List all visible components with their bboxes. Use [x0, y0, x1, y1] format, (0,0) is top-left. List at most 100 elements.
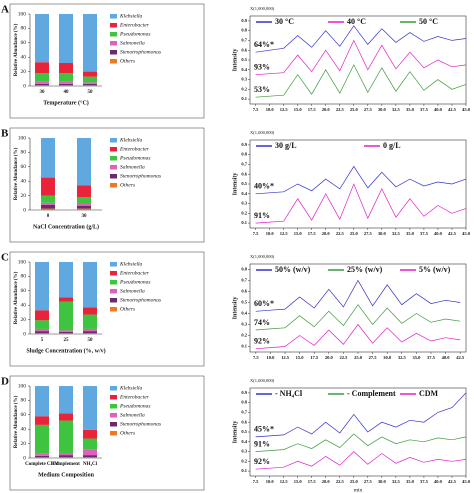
x-tick-label: 20.0 [322, 479, 331, 484]
legend-swatch [110, 138, 117, 143]
y-tick-label: 0.8 [241, 400, 247, 405]
y-tick-label: 100 [18, 383, 27, 389]
x-tick-label: 22.5 [336, 231, 345, 236]
x-axis-label: NaCl Concentration (g/L) [33, 223, 99, 230]
legend-label: Stenotrophomonas [120, 297, 161, 303]
y-tick-label: 20 [21, 317, 27, 323]
y-tick-label: 60 [21, 164, 27, 170]
x-tick-label: 32.5 [392, 231, 401, 236]
legend-swatch [110, 14, 117, 19]
legend-label: Pseudomonas [119, 279, 151, 285]
bar-segment [35, 73, 49, 82]
y-tick-label: 0.6 [241, 419, 247, 424]
y-tick-label: 0.9 [241, 390, 247, 395]
x-tick-label: 20.0 [325, 355, 334, 360]
y-tick-label: 0.5 [241, 300, 247, 305]
x-tick-label: 45.0 [462, 479, 471, 484]
bar-segment [59, 81, 73, 84]
legend-swatch [110, 165, 117, 170]
bar-segment [35, 328, 49, 332]
x-tick-label: 12.5 [280, 231, 289, 236]
legend-swatch [110, 431, 117, 436]
legend-swatch [110, 422, 117, 427]
y-tick-label: 0.5 [241, 57, 247, 62]
legend-swatch [110, 413, 117, 418]
x-tick-label: 32.5 [392, 479, 401, 484]
bar-segment [83, 14, 97, 72]
x-tick-label: 15.0 [296, 355, 305, 360]
bar-segment [59, 457, 73, 458]
bar-segment [83, 71, 97, 77]
x-tick-label: 32.5 [392, 107, 401, 112]
legend-label: Salmonella [120, 40, 145, 46]
legend-label: 30 g/L [275, 141, 297, 150]
bar-segment [83, 82, 97, 84]
x-tick-label: 10.0 [266, 107, 275, 112]
annotation: 92% [254, 337, 270, 346]
legend-swatch [110, 280, 117, 285]
y-tick-label: 20 [21, 441, 27, 447]
y-tick-label: 60 [21, 288, 27, 294]
x-tick-label: 15.0 [294, 107, 303, 112]
bar-segment [83, 307, 97, 315]
x-tick-label: 15.0 [294, 231, 303, 236]
bar-segment [59, 420, 73, 453]
bar-segment [83, 331, 97, 334]
legend-label: Klebsiella [119, 385, 143, 391]
legend-label: Stenotrophomonas [120, 173, 161, 179]
x-tick-label: 45.0 [462, 107, 471, 112]
bar-segment [35, 386, 49, 417]
x-tick-label: 10.0 [266, 231, 275, 236]
plot-frame [249, 139, 467, 229]
y-tick-label: 0.8 [241, 28, 247, 33]
x-tick-label: 50 [88, 338, 94, 343]
bar-segment [77, 197, 91, 204]
annotation: 60%* [254, 299, 274, 308]
x-tick-label: 32.5 [398, 355, 407, 360]
legend-label: 40 °C [347, 17, 366, 26]
x-tick-label: 30 [40, 90, 46, 95]
y-axis-label: Relative Abundance (%) [14, 271, 19, 324]
panel-label: D [1, 376, 9, 388]
y-tick-label: 0 [23, 455, 26, 461]
plot-frame [249, 263, 467, 353]
y-tick-label: 0.3 [241, 77, 247, 82]
x-tick-label: 27.5 [369, 355, 378, 360]
y-tick-label: 60 [21, 40, 27, 46]
annotation: 45%* [254, 425, 274, 434]
x-tick-label: 35.0 [406, 107, 415, 112]
annotation: 53% [254, 85, 270, 94]
bar-segment [35, 81, 49, 84]
scale-label: X(1,000,000) [250, 6, 275, 12]
x-tick-label: 42.5 [456, 355, 465, 360]
legend-label: 50% (w/v) [275, 265, 311, 274]
x-tick-label: 10.0 [266, 479, 275, 484]
x-tick-label: 7.5 [253, 231, 259, 236]
annotation: 91% [254, 211, 270, 220]
y-tick-label: 0.4 [241, 439, 247, 444]
y-tick-label: 0.7 [241, 37, 247, 42]
x-axis-label: Sludge Concentration (%, w/v) [26, 347, 105, 354]
x-tick-label: 0 [47, 214, 50, 219]
y-tick-label: 0.1 [241, 468, 247, 473]
x-tick-label: 25.0 [354, 355, 363, 360]
legend-swatch [110, 23, 117, 28]
bar-segment [59, 413, 73, 421]
legend-swatch [110, 183, 117, 188]
bar-segment [35, 331, 49, 334]
x-tick-label: Complement [52, 462, 80, 467]
x-tick-label: 17.5 [310, 355, 319, 360]
y-tick-label: 0.9 [241, 142, 247, 147]
legend-swatch [110, 262, 117, 267]
bar-segment [83, 76, 97, 83]
x-tick-label: 10.0 [266, 355, 275, 360]
chromatogram-line [255, 304, 461, 331]
x-tick-label: 40.0 [434, 479, 443, 484]
x-axis-label: min [354, 487, 363, 493]
legend-swatch [110, 395, 117, 400]
legend-label: Pseudomonas [119, 155, 151, 161]
annotation: 93% [254, 62, 270, 71]
scale-label: X(1,000,000) [250, 378, 275, 384]
x-tick-label: NH₄Cl [83, 462, 98, 467]
